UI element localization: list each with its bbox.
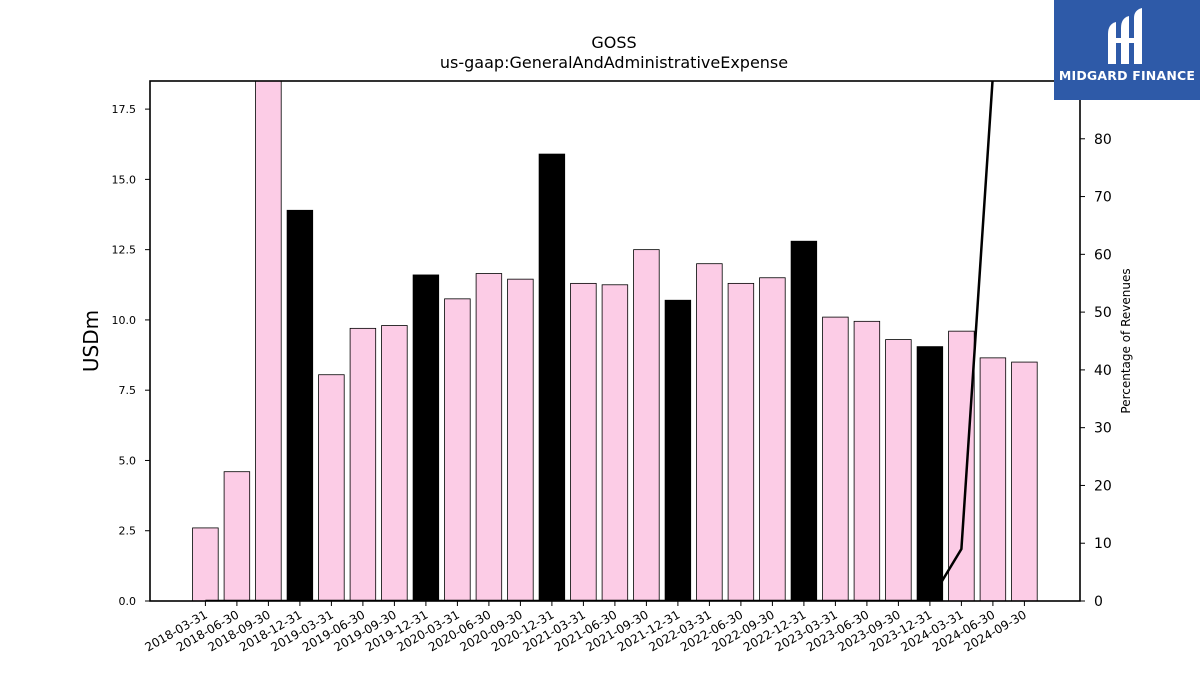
logo-text: MIDGARD FINANCE (1058, 68, 1196, 83)
brand-logo: MIDGARD FINANCE (1054, 0, 1200, 100)
bar-2023-09-30 (885, 339, 912, 601)
bar-2021-12-31 (664, 299, 692, 601)
bar-2019-06-30 (349, 327, 377, 601)
bar-2022-12-31 (790, 240, 818, 601)
bar-2024-09-30 (1011, 361, 1038, 601)
chart-subtitle: us-gaap:GeneralAndAdministrativeExpense (440, 53, 788, 72)
y-axis: 0.0 2.5 5.0 7.5 10.0 12.5 15.0 17.5 (112, 103, 150, 608)
logo-mark-icon (1108, 8, 1142, 64)
bar-2022-03-31 (696, 263, 723, 601)
bar-2024-06-30 (979, 357, 1007, 601)
x-axis: 2018-03-312018-06-302018-09-302018-12-31… (142, 601, 1029, 654)
bar-2020-06-30 (475, 273, 503, 601)
y-tick-label: 5.0 (119, 454, 137, 467)
bar-2018-03-31 (192, 527, 219, 601)
bar-2020-12-31 (538, 153, 566, 601)
y-tick-label: 2.5 (119, 525, 137, 538)
y-tick-label: 7.5 (119, 384, 137, 397)
y2-axis-label: Percentage of Revenues (1119, 268, 1133, 413)
bar-2024-03-31 (948, 330, 975, 601)
bar-group (192, 81, 1038, 601)
y-tick-label: 15.0 (112, 173, 137, 186)
bar-2022-06-30 (727, 282, 755, 601)
bar-2021-06-30 (601, 284, 629, 601)
bar-2021-09-30 (633, 249, 660, 601)
bar-2018-12-31 (286, 209, 314, 601)
y2-tick-label: 10 (1094, 536, 1112, 552)
bar-2019-09-30 (381, 325, 408, 601)
chart-title: GOSS (591, 33, 636, 52)
y2-tick-label: 70 (1094, 190, 1112, 206)
y-tick-label: 10.0 (112, 314, 137, 327)
y2-tick-label: 30 (1094, 421, 1112, 437)
y2-tick-label: 40 (1094, 363, 1112, 379)
bar-2019-03-31 (318, 374, 345, 601)
bar-2018-06-30 (223, 471, 251, 601)
y2-tick-label: 50 (1094, 305, 1112, 321)
y-tick-label: 12.5 (112, 244, 137, 257)
bar-2020-09-30 (507, 278, 534, 601)
bar-2023-06-30 (853, 320, 881, 601)
y2-tick-label: 0 (1094, 594, 1103, 610)
bar-2020-03-31 (444, 298, 471, 601)
bar-2023-03-31 (822, 316, 849, 601)
bar-2021-03-31 (570, 282, 597, 601)
y2-tick-label: 80 (1094, 132, 1112, 148)
y-tick-label: 17.5 (112, 103, 137, 116)
y2-axis: 0 10 20 30 40 50 60 70 80 (1080, 132, 1112, 610)
y-tick-label: 0.0 (119, 595, 137, 608)
bar-2018-09-30 (255, 81, 282, 601)
y2-tick-label: 20 (1094, 478, 1112, 494)
bar-2022-09-30 (759, 277, 786, 601)
y2-tick-label: 60 (1094, 247, 1112, 263)
bar-2019-12-31 (412, 274, 440, 601)
y-axis-label: USDm (79, 310, 103, 372)
bar-2023-12-31 (916, 346, 944, 601)
